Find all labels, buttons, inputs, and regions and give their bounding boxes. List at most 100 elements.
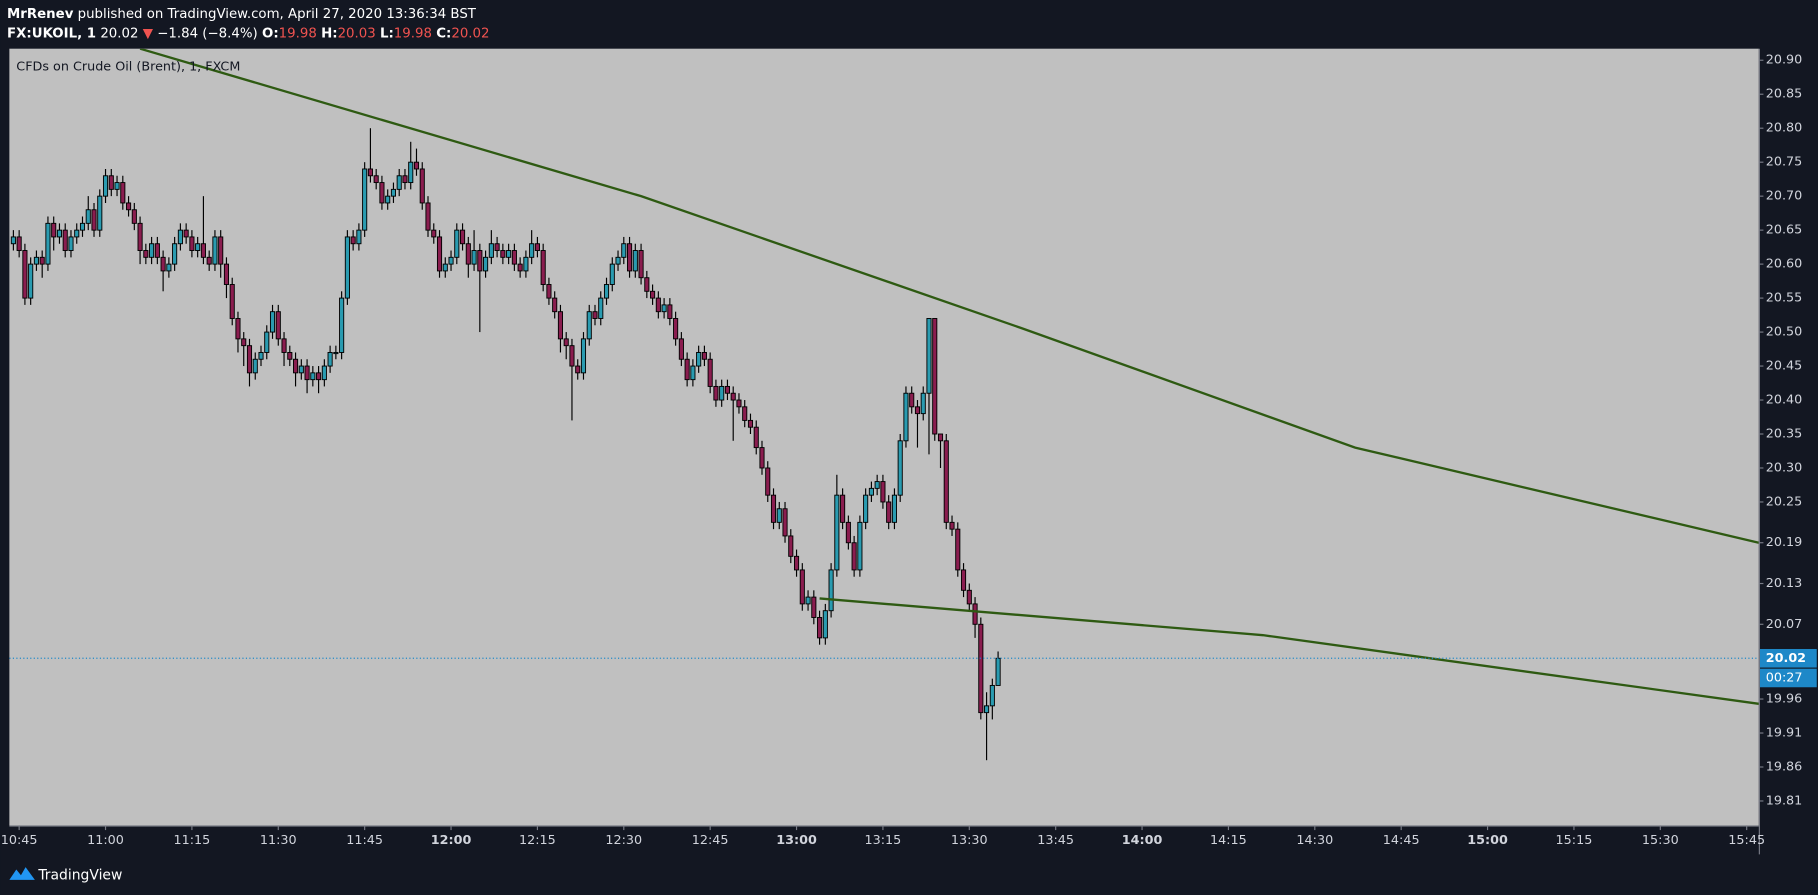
candle-body	[811, 596, 817, 618]
y-tick-label: 20.30	[1766, 460, 1803, 475]
candle-body	[97, 195, 103, 231]
price-label-box	[1759, 648, 1817, 668]
candle-body	[937, 433, 944, 442]
candle-body	[949, 521, 955, 530]
candle-body	[540, 250, 546, 285]
candle-body	[782, 508, 788, 537]
x-tick-label: 14:15	[1210, 833, 1247, 848]
x-tick-label: 15:30	[1642, 833, 1679, 848]
y-tick-label: 19.86	[1766, 759, 1803, 774]
candle-body	[379, 182, 385, 204]
candle-body	[891, 494, 897, 523]
countdown: 00:27	[1766, 670, 1803, 685]
x-tick-label: 13:45	[1037, 833, 1074, 848]
candle-body	[45, 222, 51, 265]
candle-body	[834, 494, 840, 571]
candle-body	[719, 385, 725, 401]
x-tick-label: 12:15	[519, 833, 556, 848]
candle-body	[851, 542, 857, 571]
y-tick-label: 20.19	[1766, 535, 1803, 550]
ohlc-value: 19.98	[279, 27, 317, 42]
ohlc-label: L:	[380, 27, 394, 42]
x-tick-label: 14:30	[1296, 833, 1333, 848]
candle-body	[137, 222, 143, 251]
y-tick-label: 20.25	[1766, 494, 1803, 509]
candle-body	[471, 250, 477, 265]
candle-body	[68, 236, 74, 251]
candle-body	[488, 243, 494, 258]
y-tick-label: 19.96	[1766, 692, 1803, 707]
candle-body	[563, 338, 569, 347]
candle-body	[131, 209, 137, 224]
trend-line	[139, 48, 1759, 544]
y-tick-label: 20.13	[1766, 576, 1803, 591]
candle-body	[460, 229, 466, 245]
candle-body	[897, 440, 903, 496]
candle-body	[350, 236, 356, 245]
candle-body	[724, 385, 730, 394]
x-tick-label: 13:15	[865, 833, 902, 848]
plot-area	[9, 48, 1759, 826]
x-tick-label: 15:15	[1556, 833, 1593, 848]
candle-body	[51, 222, 57, 238]
candle-body	[523, 256, 529, 272]
candle-body	[333, 351, 339, 355]
candle-body	[684, 358, 690, 381]
candle-body	[730, 392, 736, 401]
y-tick-label: 20.90	[1766, 53, 1803, 68]
y-tick-label: 20.75	[1766, 155, 1803, 170]
candle-body	[552, 297, 558, 313]
candle-body	[108, 175, 114, 190]
candle-body	[483, 256, 489, 272]
candle-body	[765, 467, 771, 496]
candle-body	[419, 168, 425, 204]
candle-body	[39, 256, 45, 265]
candle-body	[166, 263, 172, 272]
candle-body	[840, 494, 846, 523]
candle-body	[713, 385, 719, 401]
candle-body	[747, 419, 754, 428]
candle-body	[74, 229, 80, 238]
x-tick-label: 11:45	[346, 833, 383, 848]
candle-body	[339, 297, 345, 353]
candle-body	[258, 351, 264, 360]
candle-body	[736, 399, 742, 408]
candle-body	[160, 256, 166, 272]
candle-body	[218, 236, 224, 265]
candle-body	[793, 555, 800, 571]
candle-body	[235, 318, 241, 340]
candle-body	[943, 440, 949, 523]
candle-body	[592, 311, 598, 319]
candle-body	[770, 494, 777, 523]
candle-body	[206, 256, 212, 265]
candle-body	[293, 358, 299, 374]
candle-body	[805, 596, 811, 605]
candle-body	[62, 229, 68, 251]
candle-body	[828, 569, 834, 612]
candle-body	[396, 175, 402, 190]
candle-body	[817, 617, 823, 639]
trend-line	[819, 597, 1759, 705]
candle-body	[85, 209, 91, 224]
candle-body	[788, 535, 794, 557]
candle-body	[425, 202, 431, 231]
candle-body	[863, 494, 869, 523]
y-tick-label: 20.85	[1766, 87, 1803, 102]
candle-body	[212, 236, 218, 265]
candle-body	[984, 705, 990, 714]
candle-body	[172, 243, 178, 265]
candle-body	[609, 263, 615, 285]
header-line-2: FX:UKOIL, 1 20.02 ▼ −1.84 (−8.4%) O:19.9…	[7, 27, 489, 42]
candle-body	[886, 501, 892, 523]
candle-body	[223, 263, 230, 285]
candle-body	[252, 358, 258, 374]
y-tick-label: 20.80	[1766, 121, 1803, 136]
candle-body	[569, 345, 575, 367]
x-tick-label: 10:45	[1, 833, 38, 848]
candle-body	[546, 284, 552, 299]
arrow: ▼	[143, 27, 154, 42]
ohlc-value: 20.03	[338, 27, 376, 42]
candle-body	[580, 338, 587, 374]
axes-layer: 20.90 20.85 20.80 20.75 20.70 20.65 20.60 20.55…	[1, 53, 1817, 848]
change: −1.84 (−8.4%)	[157, 27, 258, 42]
